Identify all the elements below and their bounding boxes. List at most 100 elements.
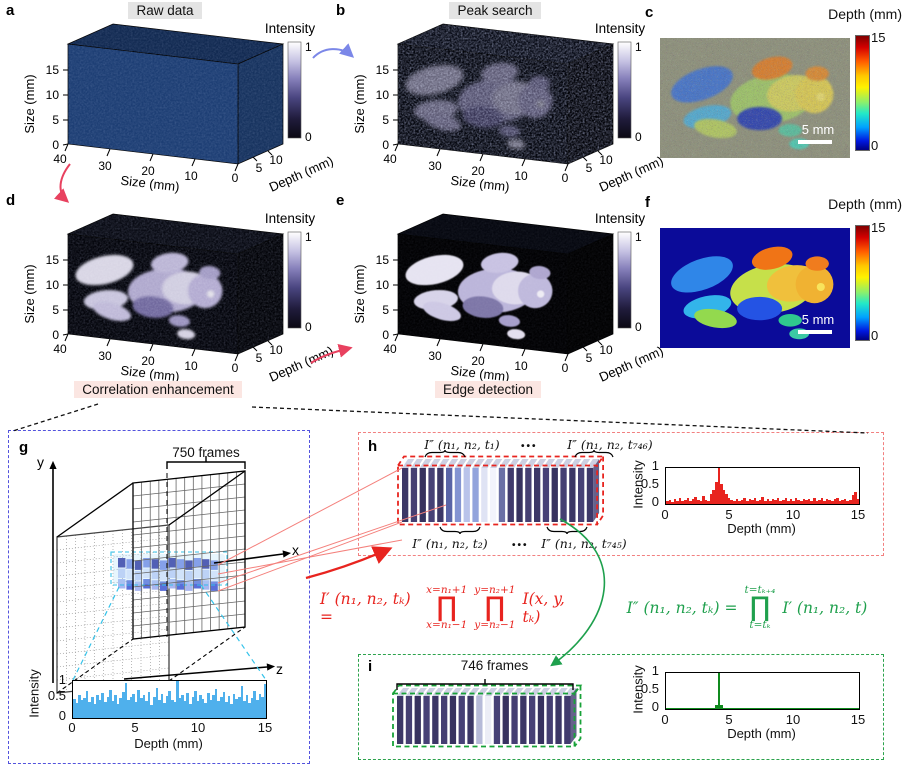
chart-bar [93,703,97,718]
chart-bar [678,707,682,709]
chart-bar [846,707,850,709]
axis-arrowhead [282,550,292,558]
chart-bar [766,707,770,709]
svg-text:15: 15 [46,63,60,77]
panel-letter-g: g [19,439,29,456]
grid-line [56,641,170,655]
svg-text:5: 5 [256,351,263,365]
svg-text:40: 40 [383,152,397,166]
chart-bar [673,498,677,504]
panel-title-chip: Peak search [330,2,660,20]
axis-arrowhead [266,663,276,671]
chart-bar [800,501,803,504]
chart-bar [738,707,741,709]
x-axis-label: Size (mm) [450,173,511,195]
scalebar-label: 5 mm [801,122,835,137]
y-axis: 15 10 5 0 Size (mm) [352,63,399,152]
product-operator-y: y=n₂+1 ∏ y=n₂−1 [474,584,516,632]
svg-text:10: 10 [269,343,283,357]
chart-bar [178,697,182,718]
slab-front [529,696,536,744]
voxel [118,579,126,589]
chart-bar [671,501,674,504]
slab-side [593,459,600,522]
depth-colorbar-title: Depth (mm) [828,6,902,22]
chart-bar [843,707,847,709]
y-axis-label: Size (mm) [22,74,37,133]
chart-bar [676,707,679,709]
voxel [168,558,176,568]
chart-bar [720,484,723,504]
x-tick: 15 [257,720,273,735]
chart-bar [227,695,231,718]
plot-frame [665,672,860,710]
slab-front [485,696,492,744]
chart-bar [124,682,128,718]
chart-bar [678,497,682,504]
chart-bar [722,490,726,504]
chart-bar [849,500,852,504]
chart-bar [137,689,141,718]
voxel [185,581,193,591]
chart-bar [717,673,721,709]
stack-outline-front [392,692,576,748]
chart-bar [243,700,246,718]
chart-bar [712,707,715,709]
chart-bar [812,707,816,709]
colorbar-max: 15 [871,30,886,45]
slab-front [423,696,430,744]
frames-count-746: 746 frames [460,658,529,673]
chart-bar [116,703,120,718]
chart-bar [686,498,690,504]
x-axis: 40 30 20 10 0 Size (mm) [383,333,569,384]
brace [424,449,466,458]
chart-bar [735,707,739,709]
chart-bar [253,691,257,718]
chart-bar [230,704,233,718]
slab-front [560,468,567,522]
grid-line [132,600,246,614]
chart-bar [85,691,89,718]
chart-bar [782,499,785,504]
chart-bar [75,702,79,718]
frames-bracket [166,456,246,469]
chart-bar [758,707,762,709]
chart-bar [163,702,166,718]
svg-text:30: 30 [98,159,112,173]
voxel [126,559,134,569]
chart-bar [776,497,780,504]
chart-bar [784,707,788,709]
svg-text:10: 10 [599,343,613,357]
chart-bar [794,707,798,709]
chart-bar [694,707,697,709]
voxel [185,560,193,570]
chart-bar [689,501,692,504]
grid-line [56,654,170,668]
chart-bar [235,699,238,718]
volume-3d-plot: 15 10 5 0 Size (mm) 40 30 20 10 0 Size (… [22,211,336,385]
chart-bar [818,499,821,504]
y-tick: 0.5 [47,688,66,703]
chart-bar [676,500,679,504]
voxel [160,570,168,581]
x-axis: 40 30 20 10 0 Size (mm) [53,333,239,384]
voxel [193,568,201,578]
chart-bar [833,707,837,709]
chart-bar [263,683,266,718]
voxel [202,559,210,569]
stack-outline-top [397,455,605,466]
axis-label-y: y [37,454,44,470]
chart-bar [684,707,687,709]
chart-bar [219,697,223,718]
chart-bar [189,703,192,718]
chart-bar [132,693,135,718]
chart-bar [748,498,752,504]
chart-bar [114,695,117,718]
chart-bar [779,707,783,709]
panel-caption-chip: Correlation enhancement [0,381,316,399]
scalebar-label: 5 mm [801,312,835,327]
chart-bar [810,501,813,504]
svg-text:5: 5 [52,303,59,317]
panel-letter: d [6,192,16,209]
chart-bar [745,501,749,504]
